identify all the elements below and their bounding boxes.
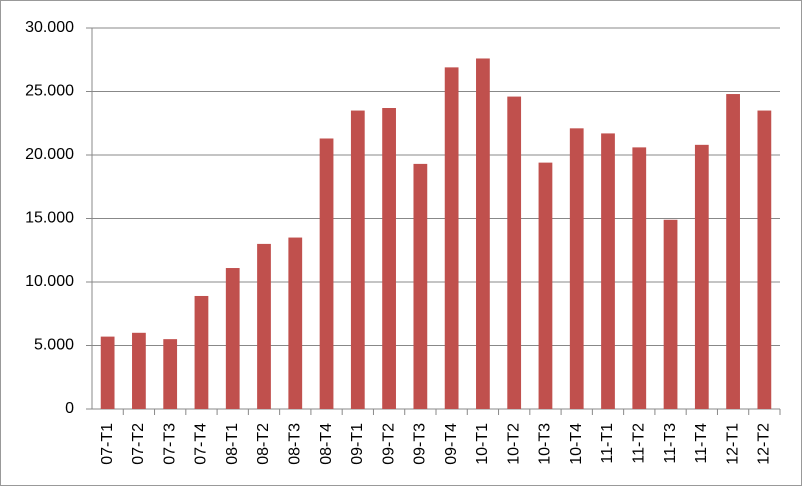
x-tick-label: 09-T4	[443, 423, 460, 465]
x-tick-label: 07-T1	[99, 423, 116, 465]
bar	[194, 295, 209, 409]
bar	[225, 268, 240, 409]
x-tick-label: 07-T3	[161, 423, 178, 465]
y-tick-label: 30.000	[25, 19, 74, 36]
bar	[350, 110, 365, 410]
bar	[663, 219, 678, 409]
bar	[694, 144, 709, 409]
x-tick-label: 10-T3	[537, 423, 554, 465]
y-tick-label: 5.000	[34, 337, 74, 354]
y-tick-label: 25.000	[25, 83, 74, 100]
bar	[132, 332, 146, 409]
bar	[319, 138, 334, 410]
x-tick-label: 08-T1	[224, 423, 241, 465]
bar	[413, 163, 428, 409]
bar	[632, 147, 647, 409]
bar	[569, 128, 584, 409]
bar	[257, 243, 271, 409]
bar	[538, 162, 553, 409]
bar	[757, 110, 772, 410]
y-tick-label: 20.000	[25, 146, 74, 163]
bar	[476, 58, 490, 409]
bar	[100, 336, 115, 409]
x-tick-label: 11-T3	[662, 423, 679, 464]
x-tick-label: 07-T4	[193, 423, 210, 465]
x-tick-label: 11-T4	[693, 423, 710, 464]
bar	[601, 133, 615, 409]
bar	[288, 237, 303, 409]
x-tick-label: 11-T1	[599, 423, 616, 464]
y-tick-label: 10.000	[25, 273, 74, 290]
bar	[163, 339, 178, 409]
x-tick-label: 10-T1	[474, 423, 491, 465]
x-tick-label: 09-T3	[412, 423, 429, 465]
bar	[726, 94, 740, 409]
x-tick-label: 10-T4	[568, 423, 585, 465]
bar	[382, 108, 396, 409]
x-tick-label: 08-T4	[318, 423, 335, 465]
x-tick-label: 09-T2	[380, 423, 397, 465]
bar	[444, 67, 459, 410]
x-tick-label: 12-T2	[756, 423, 773, 465]
x-tick-label: 10-T2	[505, 423, 522, 465]
x-tick-label: 07-T2	[130, 423, 147, 465]
y-tick-label: 0	[65, 400, 74, 417]
x-tick-label: 12-T1	[724, 423, 741, 465]
x-tick-label: 08-T2	[255, 423, 272, 465]
x-tick-label: 08-T3	[286, 423, 303, 465]
x-tick-label: 11-T2	[630, 423, 647, 464]
bar	[507, 96, 522, 409]
x-tick-label: 09-T1	[349, 423, 366, 465]
y-tick-label: 15.000	[25, 210, 74, 227]
